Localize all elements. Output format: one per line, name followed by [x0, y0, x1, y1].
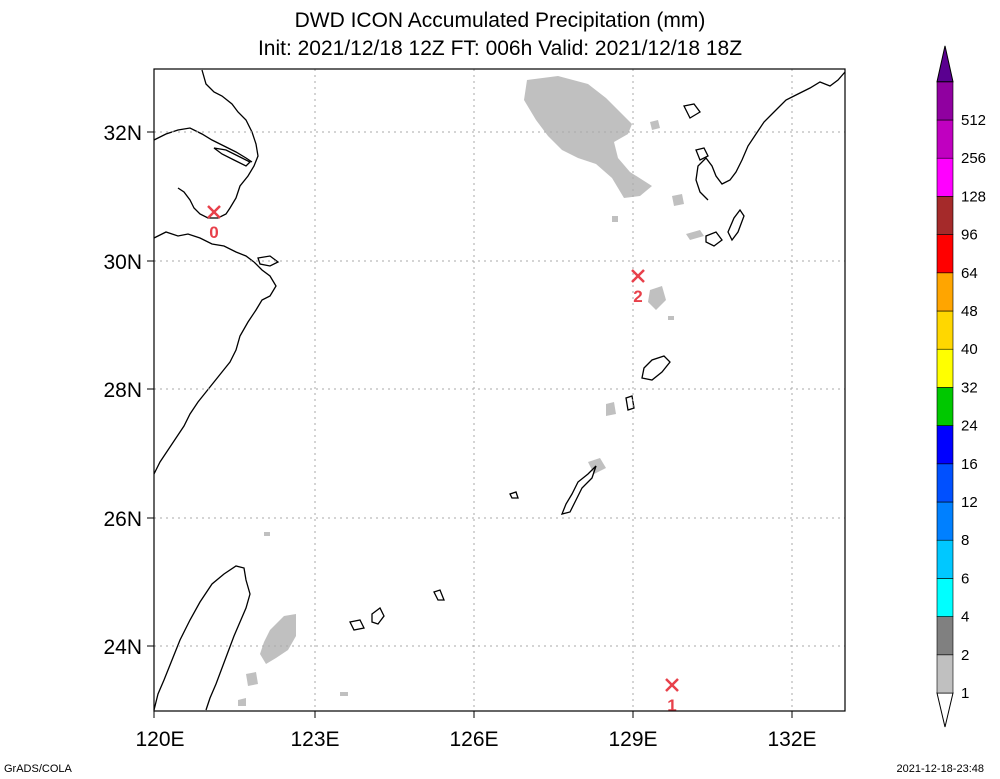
precip-area-small-3 — [612, 216, 618, 222]
colorbar-segment — [936, 348, 954, 388]
coastline-koshiki — [695, 147, 709, 161]
coastline-miyako — [433, 589, 445, 601]
lat-tick-32: 32N — [103, 122, 142, 145]
coastline-hangzhou-bay — [153, 231, 255, 263]
lon-tick-123: 123E — [290, 728, 339, 751]
lat-tick-28: 28N — [103, 379, 142, 402]
colorbar-segment — [936, 654, 954, 694]
colorbar-segment — [936, 463, 954, 503]
coastline-zhoushan — [257, 255, 280, 267]
lat-tick-labels: 24N 26N 28N 30N 32N — [103, 122, 142, 659]
colorbar-segment — [936, 616, 954, 656]
colorbar-label: 2 — [961, 647, 969, 664]
precip-area-small-4 — [686, 230, 704, 240]
coastline-yangtze-island — [213, 147, 252, 167]
precip-area-north — [524, 76, 652, 198]
colorbar-label: 48 — [961, 303, 978, 320]
coastline-yakushima — [705, 231, 723, 247]
marker-label-2: 2 — [633, 287, 642, 306]
coastline-zhejiang — [153, 261, 277, 475]
coastline-tokunoshima — [625, 395, 635, 411]
footer-credit: GrADS/COLA — [4, 763, 72, 775]
coastline-iriomote — [349, 619, 365, 631]
colorbar-label: 8 — [961, 532, 969, 549]
coastline-ishigaki — [371, 607, 385, 625]
colorbar-segment — [936, 501, 954, 541]
coastline-tanegashima — [727, 208, 745, 242]
graticule — [154, 69, 845, 711]
marker-label-0: 0 — [209, 223, 218, 242]
coastline-kyushu — [695, 71, 846, 201]
coastline-okinawa — [560, 465, 597, 515]
lat-tick-26: 26N — [103, 508, 142, 531]
precip-area-okinawa-n — [606, 402, 616, 416]
marker-label-1: 1 — [667, 696, 676, 715]
lon-tick-132: 132E — [767, 728, 816, 751]
lon-tick-120: 120E — [135, 728, 184, 751]
footer-timestamp: 2021-12-18-23:48 — [896, 763, 984, 775]
colorbar-extend-high — [936, 45, 954, 83]
colorbar-segment — [936, 119, 954, 159]
coastline-taiwan — [153, 565, 251, 711]
colorbar-label: 4 — [961, 609, 969, 626]
colorbar-segment — [936, 539, 954, 579]
colorbar-label: 32 — [961, 379, 978, 396]
map-title: DWD ICON Accumulated Precipitation (mm) — [294, 9, 706, 32]
precipitation-areas — [238, 76, 704, 706]
coastlines — [153, 69, 846, 711]
precip-area-dot-4 — [668, 316, 674, 320]
precip-area-taiwan-s — [246, 672, 258, 686]
precip-area-dot-3 — [238, 698, 246, 706]
map-subtitle: Init: 2021/12/18 12Z FT: 006h Valid: 202… — [257, 37, 743, 60]
colorbar-segment — [936, 81, 954, 121]
marker-labels: 0 2 1 — [209, 223, 676, 715]
axis-ticks — [147, 131, 793, 718]
lon-tick-126: 126E — [449, 728, 498, 751]
colorbar-label: 40 — [961, 341, 978, 358]
coastline-goto — [683, 103, 701, 119]
colorbar-label: 6 — [961, 570, 969, 587]
colorbar-segment — [936, 157, 954, 197]
coastline-kume — [509, 491, 519, 499]
lon-tick-129: 129E — [608, 728, 657, 751]
colorbar-segment — [936, 425, 954, 465]
map-frame — [153, 68, 846, 712]
colorbar-label: 24 — [961, 418, 978, 435]
marker-0 — [207, 205, 221, 219]
precip-area-amami — [648, 286, 666, 310]
coastline-china-north — [177, 69, 259, 219]
colorbar-label: 512 — [961, 112, 986, 129]
precip-area-small-1 — [672, 194, 684, 206]
lat-tick-30: 30N — [103, 251, 142, 274]
colorbar-label: 1 — [961, 685, 969, 702]
precip-area-dot-1 — [264, 532, 270, 536]
colorbar-segment — [936, 272, 954, 312]
lat-tick-24: 24N — [103, 636, 142, 659]
colorbar-label: 64 — [961, 265, 978, 282]
colorbar-label: 128 — [961, 188, 986, 205]
precip-area-dot-2 — [340, 692, 348, 696]
colorbar-segment — [936, 578, 954, 617]
colorbar-segment — [936, 234, 954, 274]
colorbar-segment — [936, 310, 954, 350]
coastline-amami — [641, 355, 671, 381]
colorbar-extend-low — [936, 692, 954, 728]
precip-area-taiwan-e — [260, 614, 296, 664]
colorbar-label: 16 — [961, 456, 978, 473]
precip-area-small-2 — [650, 120, 660, 130]
colorbar-label: 96 — [961, 227, 978, 244]
marker-2 — [631, 269, 645, 283]
lon-tick-labels: 120E 123E 126E 129E 132E — [135, 728, 816, 751]
station-markers — [207, 205, 679, 692]
colorbar-segment — [936, 387, 954, 426]
colorbar-segment — [936, 196, 954, 235]
colorbar-label: 12 — [961, 494, 978, 511]
colorbar-label: 256 — [961, 150, 986, 167]
map-area: 0 2 1 — [153, 68, 846, 715]
marker-1 — [665, 678, 679, 692]
